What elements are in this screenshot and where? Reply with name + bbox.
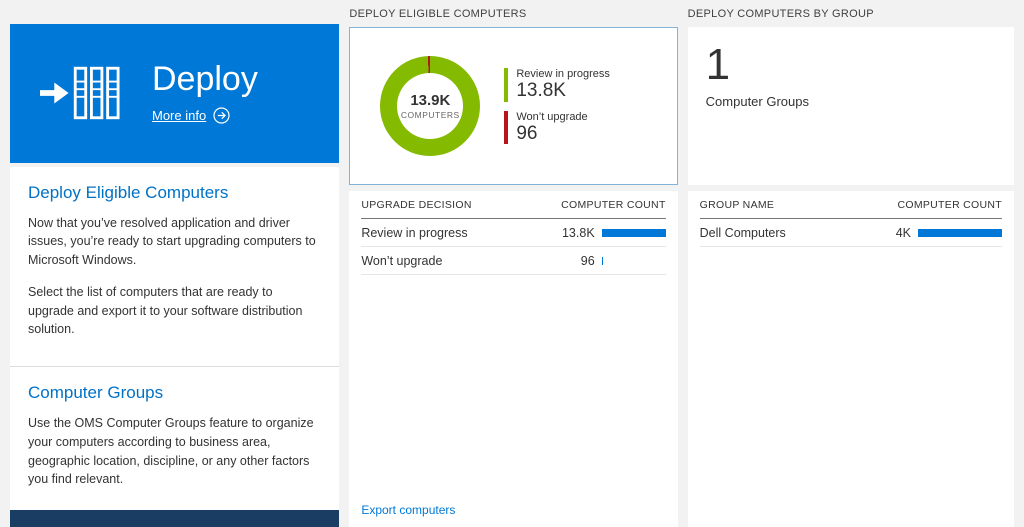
table-header-row: UPGRADE DECISION COMPUTER COUNT xyxy=(361,191,666,219)
section-heading: Computer Groups xyxy=(28,383,164,402)
description-panel: Deploy Eligible Computers Now that you’v… xyxy=(10,166,340,510)
computers-by-group-header: DEPLOY COMPUTERS BY GROUP xyxy=(687,7,874,20)
eligible-donut-center: 13.9K COMPUTERS xyxy=(397,73,464,139)
eligible-donut: 13.9K COMPUTERS xyxy=(380,56,481,156)
tile-text: Deploy More info xyxy=(152,61,258,124)
more-info-label: More info xyxy=(152,107,207,123)
section-computer-groups: Computer Groups Use the OMS Computer Gro… xyxy=(10,367,339,510)
donut-total-label: COMPUTERS xyxy=(400,110,460,120)
tile-footer-bar xyxy=(10,510,340,527)
legend-swatch-green xyxy=(504,67,509,102)
arrow-right-circle-icon xyxy=(213,107,230,124)
deploy-arrow-books-icon xyxy=(40,66,120,120)
row-bar xyxy=(601,256,603,265)
row-bar-track xyxy=(918,228,1002,237)
table-row[interactable]: Review in progress 13.8K xyxy=(361,219,666,247)
row-bar-track xyxy=(601,256,666,265)
row-label: Dell Computers xyxy=(699,225,786,240)
row-label: Review in progress xyxy=(361,225,468,240)
table-row[interactable]: Dell Computers 4K xyxy=(699,219,1002,247)
section-paragraph: Use the OMS Computer Groups feature to o… xyxy=(28,416,314,487)
overview-column: Deploy More info Deploy Eligible Compute… xyxy=(10,0,340,527)
section-paragraph: Now that you’ve resolved application and… xyxy=(28,215,316,268)
legend-label: Review in progress xyxy=(516,67,610,80)
row-label: Won’t upgrade xyxy=(361,253,443,268)
upgrade-decision-table: UPGRADE DECISION COMPUTER COUNT Review i… xyxy=(349,191,678,527)
row-value: 13.8K xyxy=(561,225,595,240)
column-header-computer-count: COMPUTER COUNT xyxy=(561,198,666,211)
computers-by-group-column: DEPLOY COMPUTERS BY GROUP 1 Computer Gro… xyxy=(687,0,1014,527)
legend-value: 13.8K xyxy=(516,79,566,101)
row-bar xyxy=(918,228,1002,237)
deploy-tile[interactable]: Deploy More info xyxy=(10,23,340,163)
export-computers-link[interactable]: Export computers xyxy=(361,503,456,517)
tile-title: Deploy xyxy=(152,60,258,99)
section-deploy-eligible: Deploy Eligible Computers Now that you’v… xyxy=(10,167,340,367)
eligible-computers-header: DEPLOY ELIGIBLE COMPUTERS xyxy=(349,7,527,20)
eligible-computers-column: DEPLOY ELIGIBLE COMPUTERS 13.9K COMPUTER… xyxy=(349,0,678,527)
group-table: GROUP NAME COMPUTER COUNT Dell Computers… xyxy=(687,191,1014,527)
row-bar xyxy=(601,228,666,237)
group-count-label: Computer Groups xyxy=(705,94,809,109)
legend-swatch-red xyxy=(504,110,509,145)
row-value: 96 xyxy=(580,253,595,268)
legend-label: Won’t upgrade xyxy=(516,110,588,123)
section-heading: Deploy Eligible Computers xyxy=(28,182,229,202)
legend-item-wont-upgrade: Won’t upgrade 96 xyxy=(504,110,610,145)
column-header-group-name: GROUP NAME xyxy=(699,198,775,211)
table-header-row: GROUP NAME COMPUTER COUNT xyxy=(699,191,1002,219)
group-count: 1 xyxy=(705,40,731,89)
table-row[interactable]: Won’t upgrade 96 xyxy=(361,247,666,275)
eligible-computers-chart-card[interactable]: 13.9K COMPUTERS Review in progress 13.8K… xyxy=(349,27,678,185)
row-bar-track xyxy=(601,228,666,237)
legend-value: 96 xyxy=(516,122,538,144)
donut-total-value: 13.9K xyxy=(410,92,451,109)
computer-groups-summary-card[interactable]: 1 Computer Groups xyxy=(687,27,1014,185)
left-column-header-spacer xyxy=(10,0,339,24)
donut-legend: Review in progress 13.8K Won’t upgrade 9… xyxy=(504,67,610,145)
more-info-link[interactable]: More info xyxy=(152,107,230,124)
section-paragraph: Select the list of computers that are re… xyxy=(28,284,303,337)
column-header-computer-count: COMPUTER COUNT xyxy=(897,198,1002,211)
row-value: 4K xyxy=(895,225,911,240)
column-header-upgrade-decision: UPGRADE DECISION xyxy=(361,198,472,211)
legend-item-review: Review in progress 13.8K xyxy=(504,67,610,102)
